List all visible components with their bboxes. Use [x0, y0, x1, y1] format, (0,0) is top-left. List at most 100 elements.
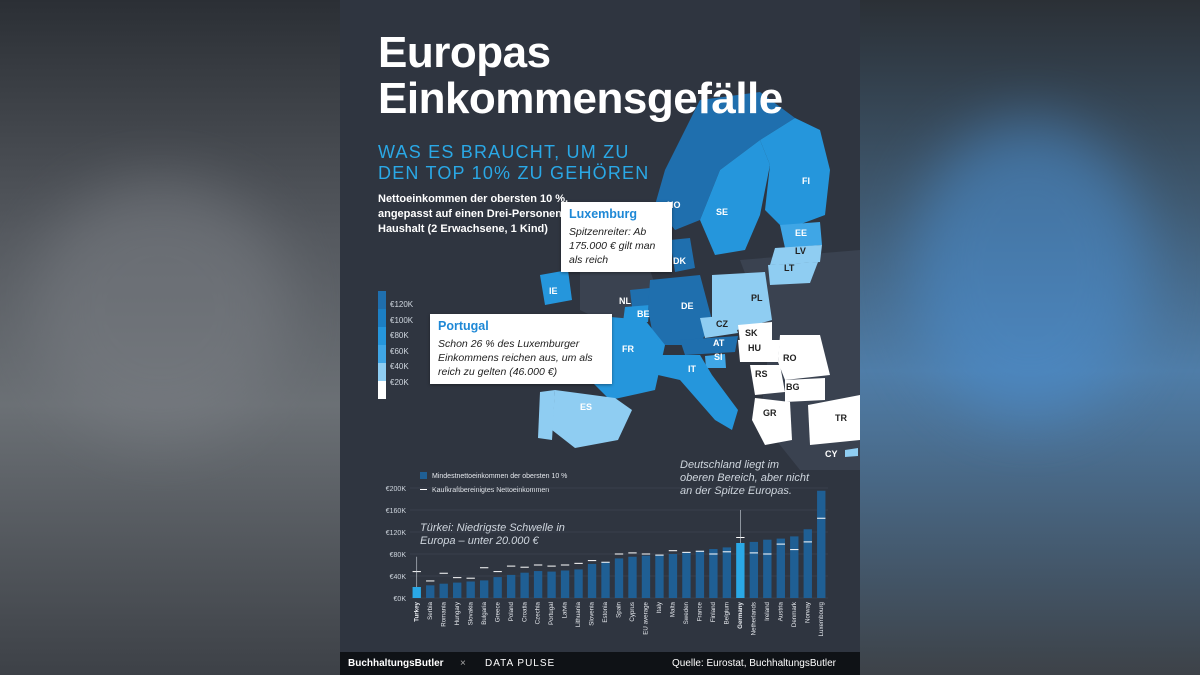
- country-si: [705, 354, 726, 368]
- turkey-annotation: Türkei: Niedrigste Schwelle in Europa – …: [420, 522, 565, 547]
- bar: [439, 583, 448, 598]
- background-blur: [30, 180, 290, 440]
- legend-label: €40K: [390, 362, 409, 371]
- country-label: TR: [835, 413, 847, 423]
- title-line-2: Einkommensgefälle: [378, 74, 783, 123]
- legend-swatch: [420, 472, 427, 479]
- legend-label: €20K: [390, 377, 409, 387]
- country-label: BE: [637, 309, 650, 319]
- bar: [803, 529, 812, 598]
- bar: [479, 580, 489, 598]
- description: Nettoeinkommen der obersten 10 %, angepa…: [378, 193, 569, 235]
- country-label: DE: [681, 301, 694, 311]
- bar: [466, 581, 475, 598]
- legend-entry-bars: Mindestnettoeinkommen der obersten 10 %: [420, 470, 567, 484]
- bar: [587, 563, 597, 598]
- bar: [655, 555, 664, 598]
- country-lt: [768, 262, 818, 285]
- x-tick-label: Croatia: [521, 601, 528, 622]
- country-label: LT: [784, 263, 795, 273]
- legend-label: €80K: [390, 331, 409, 340]
- legend-text: Mindestnettoeinkommen der obersten 10 %: [432, 473, 568, 480]
- callout-text: Spitzenreiter: Ab 175.000 € gilt man als…: [569, 226, 656, 266]
- country-label: RS: [755, 369, 768, 379]
- bar: [776, 538, 785, 598]
- bar: [547, 571, 556, 598]
- country-at: [680, 336, 738, 355]
- bar: [614, 558, 624, 598]
- callout-title: Portugal: [438, 319, 489, 333]
- x-tick-label: Slovenia: [589, 601, 596, 625]
- country-lv: [770, 245, 822, 265]
- legend-label: €120K: [390, 300, 414, 309]
- country-label: RO: [783, 353, 797, 363]
- bar: [520, 572, 529, 598]
- background-blur: [910, 120, 1150, 420]
- bar: [506, 574, 516, 598]
- callout-title: Luxemburg: [569, 207, 638, 221]
- bar: [493, 577, 502, 598]
- map-legend-scale: [378, 291, 386, 399]
- bar: [426, 585, 435, 598]
- x-tick-label: Belgium: [724, 602, 731, 624]
- x-tick-label: Luxembourg: [818, 601, 825, 636]
- bar: [412, 587, 421, 598]
- country-sk: [738, 322, 772, 342]
- title-line-1: Europas: [378, 28, 551, 77]
- x-tick-label: Poland: [508, 601, 515, 621]
- bar: [763, 539, 772, 598]
- country-no: [655, 92, 795, 230]
- country-label: HU: [748, 343, 761, 353]
- brand-logo: BuchhaltungsButler: [348, 658, 444, 669]
- legend-swatch: [378, 309, 386, 327]
- footer: BuchhaltungsButler × DATA PULSE Quelle: …: [340, 652, 860, 675]
- country-pt: [538, 390, 555, 440]
- x-tick-label: France: [697, 601, 704, 621]
- country-label: CZ: [716, 319, 728, 329]
- bar: [560, 570, 570, 598]
- x-tick-label: Czechia: [535, 601, 542, 624]
- country-label: DK: [673, 256, 686, 266]
- portugal-callout: Portugal Schon 26 % des Luxemburger Eink…: [430, 314, 612, 384]
- legend-swatch: [378, 381, 386, 399]
- country-label: NL: [619, 296, 631, 306]
- separator: ×: [460, 658, 466, 669]
- bar: [533, 571, 543, 598]
- country-label: LV: [795, 246, 806, 256]
- partner-logo: DATA PULSE: [485, 658, 556, 669]
- x-tick-label: Serbia: [427, 601, 434, 619]
- income-bar-chart: €0K €40K €80K €120K €160K €200K Turkey Serbia Ro…: [386, 486, 828, 636]
- legend-label: €100K: [390, 315, 414, 325]
- x-tick-label: Austria: [777, 601, 784, 621]
- country-rs: [750, 365, 785, 395]
- country-fi: [760, 118, 830, 230]
- country-ie: [540, 270, 572, 305]
- x-tick-label: Greece: [494, 601, 501, 622]
- legend-entry-line: Kaufkraftbereinigtes Nettoeinkommen: [420, 484, 567, 498]
- bar: [574, 569, 583, 598]
- legend-swatch: [378, 363, 386, 381]
- y-tick-label: €0K: [394, 596, 407, 603]
- x-tick-label: Portugal: [548, 602, 555, 625]
- bar: [736, 543, 745, 598]
- country-label: BG: [786, 382, 800, 392]
- x-tick-label: EU average: [643, 601, 650, 634]
- x-tick-label: Romania: [440, 601, 447, 626]
- country-label: IT: [688, 364, 696, 374]
- country-hu: [738, 340, 780, 362]
- bar: [790, 536, 799, 598]
- x-tick-label: Finland: [710, 601, 717, 622]
- bar: [695, 550, 705, 598]
- x-tick-label: Hungary: [454, 601, 461, 625]
- legend-swatch: [420, 489, 427, 490]
- country-label: GR: [763, 408, 777, 418]
- chart-legend: Mindestnettoeinkommen der obersten 10 % …: [420, 470, 567, 498]
- x-tick-label: Latvia: [562, 601, 569, 618]
- country-label: SE: [716, 207, 729, 217]
- bar: [628, 556, 637, 598]
- country-bg: [785, 378, 825, 402]
- y-tick-label: €160K: [386, 508, 407, 515]
- bar: [668, 554, 678, 598]
- country-dk: [670, 238, 695, 272]
- country-de: [648, 275, 712, 345]
